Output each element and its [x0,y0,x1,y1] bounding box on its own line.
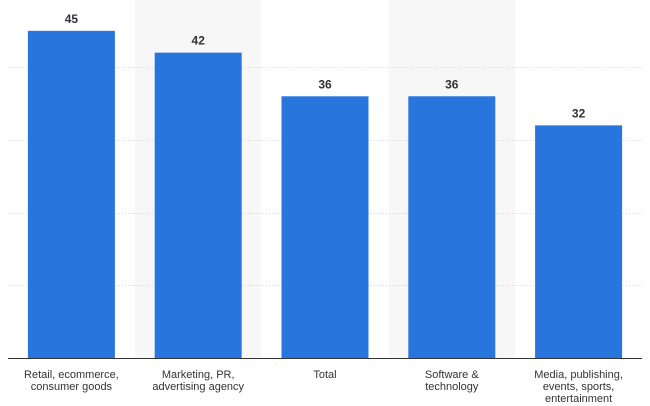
bar-layer [27,30,623,358]
bar-value-label: 45 [65,12,79,26]
x-tick-label-line: Software & [425,369,479,381]
bar[interactable] [535,125,623,358]
x-tick-label-layer: Retail, ecommerce, consumer goods Marketin… [24,369,623,405]
bar[interactable] [27,30,115,358]
x-tick-label: Retail, ecommerce, consumer goods [24,369,119,393]
x-tick-label-line: Total [313,369,336,381]
x-tick-label-line: advertising agency [152,381,244,393]
x-tick-label-line: Retail, ecommerce, [24,369,119,381]
x-tick-label-line: Marketing, PR, [162,369,235,381]
x-tick-label-line: Media, publishing, [534,369,623,381]
x-tick-label-line: consumer goods [31,381,113,393]
bar[interactable] [154,52,242,358]
bar-value-label: 36 [318,77,332,91]
x-tick-label-line: events, sports, [543,381,615,393]
x-tick-label: Total [313,369,336,381]
x-tick-label: Marketing, PR, advertising agency [152,369,244,393]
bar-value-label: 42 [192,34,206,48]
bar-value-label: 36 [445,77,459,91]
bar-value-label: 32 [572,106,586,120]
x-tick-label: Software & technology [425,369,479,393]
data-label-layer: 45 42 36 36 32 [65,12,586,121]
x-tick-label: Media, publishing, events, sports, enterta… [534,369,623,405]
x-tick-label-line: technology [425,381,479,393]
x-tick-label-line: entertainment [545,393,612,405]
bar[interactable] [408,96,496,358]
bar[interactable] [281,96,369,358]
